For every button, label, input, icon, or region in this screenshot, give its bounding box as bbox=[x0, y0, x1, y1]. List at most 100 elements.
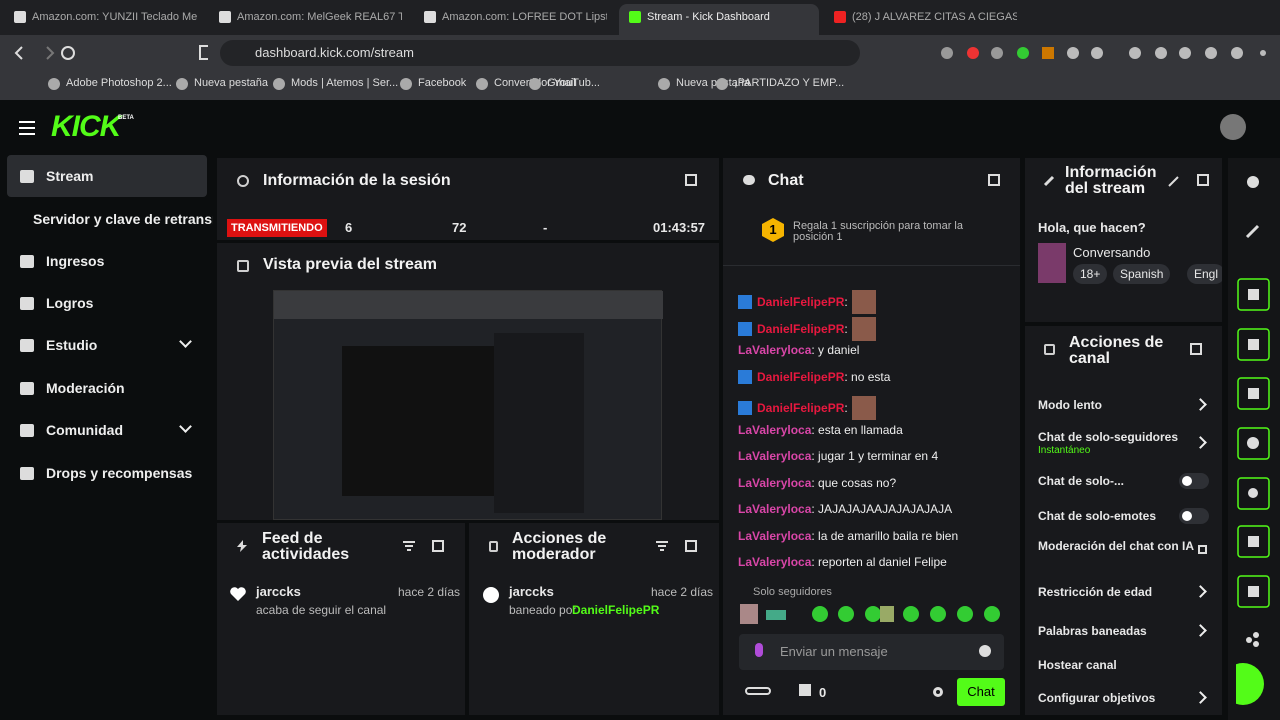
action[interactable]: Restricción de edad bbox=[1038, 585, 1153, 599]
time: hace 2 días bbox=[651, 585, 714, 599]
tag[interactable]: 18+ bbox=[1073, 264, 1108, 284]
chat-message: LaValeryloca: que cosas no? bbox=[738, 476, 896, 490]
address-bar[interactable] bbox=[220, 40, 860, 66]
points-icon bbox=[745, 687, 771, 695]
tab-icon bbox=[629, 11, 641, 23]
action[interactable]: Moderación del chat con IA bbox=[1038, 539, 1195, 553]
icon bbox=[237, 540, 247, 552]
moderator[interactable]: DanielFelipePR bbox=[572, 603, 660, 617]
tag[interactable]: Engl bbox=[1187, 264, 1222, 284]
chat-input[interactable] bbox=[739, 634, 1004, 670]
panel-title: Acciones de moderador bbox=[512, 530, 607, 563]
chat-user[interactable]: DanielFelipePR bbox=[757, 401, 845, 415]
action[interactable]: Modo lento bbox=[1038, 398, 1102, 412]
bookmark[interactable]: Convertidor YouTub... bbox=[494, 77, 600, 89]
bookmark[interactable]: Nueva pestaña bbox=[676, 77, 750, 89]
emote bbox=[851, 396, 876, 420]
action[interactable]: Palabras baneadas bbox=[1038, 624, 1147, 638]
nav-item[interactable]: Logros bbox=[46, 295, 94, 311]
tag[interactable]: Spanish bbox=[1113, 264, 1171, 284]
nav-buttons[interactable] bbox=[8, 42, 208, 64]
chat-message: LaValeryloca: y daniel bbox=[738, 343, 859, 357]
chevron[interactable] bbox=[1194, 585, 1207, 598]
bookmark[interactable]: Adobe Photoshop 2... bbox=[66, 77, 172, 89]
nav-item[interactable]: Moderación bbox=[46, 380, 125, 396]
chat-user[interactable]: LaValeryloca bbox=[738, 422, 812, 437]
user[interactable]: jarccks bbox=[509, 584, 554, 599]
avatar[interactable] bbox=[1220, 114, 1246, 140]
tab[interactable]: Stream - Kick Dashboard bbox=[647, 11, 770, 23]
chat-message: DanielFelipePR: bbox=[738, 316, 876, 341]
logo[interactable]: KICK bbox=[51, 110, 121, 143]
bookmark-icon bbox=[48, 78, 60, 90]
category-thumb bbox=[1038, 243, 1066, 283]
chat-user[interactable]: LaValeryloca bbox=[738, 343, 812, 357]
chat-user[interactable]: DanielFelipePR bbox=[757, 369, 845, 384]
bookmark[interactable]: Facebook bbox=[418, 77, 467, 89]
chevron[interactable] bbox=[1194, 691, 1207, 704]
bookmark-icon bbox=[400, 78, 412, 90]
settings-icon[interactable] bbox=[933, 687, 943, 697]
panel-title: Feed de actividades bbox=[262, 530, 350, 563]
action[interactable]: Chat de solo-... bbox=[1038, 474, 1125, 488]
chat-user[interactable]: DanielFelipePR bbox=[757, 295, 845, 309]
bookmark[interactable]: Gmail bbox=[547, 77, 576, 89]
chat-text: : no esta bbox=[844, 369, 891, 384]
tab-icon bbox=[219, 11, 231, 23]
nav-icon bbox=[20, 297, 34, 310]
external-icon[interactable] bbox=[1198, 545, 1207, 554]
tab[interactable]: Amazon.com: YUNZII Teclado Mecár bbox=[32, 11, 197, 23]
rail-icons bbox=[1236, 176, 1270, 705]
nav-item[interactable]: Estudio bbox=[46, 337, 98, 353]
action[interactable]: Hostear canal bbox=[1038, 658, 1117, 672]
action[interactable]: Chat de solo-seguidores bbox=[1038, 430, 1179, 444]
chat-user[interactable]: LaValeryloca bbox=[738, 502, 812, 516]
nav-icon bbox=[20, 467, 34, 480]
send-button[interactable]: Chat bbox=[957, 678, 1005, 706]
badge bbox=[738, 369, 752, 384]
icon bbox=[237, 175, 249, 187]
chat-mode: Solo seguidores bbox=[753, 586, 832, 598]
badge bbox=[738, 401, 752, 415]
emote bbox=[851, 316, 876, 341]
store-icon bbox=[799, 684, 811, 696]
mic-icon[interactable] bbox=[755, 643, 763, 657]
stat: 72 bbox=[452, 220, 467, 235]
chat-text: : esta en llamada bbox=[811, 422, 903, 437]
stream-info-panel: Información del stream Hola, que hacen? … bbox=[1025, 158, 1222, 322]
tab[interactable]: Amazon.com: LOFREE DOT Lipstick bbox=[442, 11, 607, 23]
emote bbox=[851, 290, 876, 314]
chevron[interactable] bbox=[1194, 398, 1207, 411]
chat-user[interactable]: DanielFelipePR bbox=[757, 321, 845, 336]
nav-item[interactable]: Comunidad bbox=[46, 422, 123, 438]
tab[interactable]: (28) J ALVAREZ CITAS A CIEGAS CON bbox=[852, 11, 1017, 23]
action[interactable]: Chat de solo-emotes bbox=[1038, 509, 1157, 523]
menu-icon[interactable] bbox=[19, 121, 35, 135]
stream-preview[interactable] bbox=[273, 290, 663, 520]
nav-item[interactable]: Drops y recompensas bbox=[46, 465, 193, 481]
bookmark[interactable]: Mods | Atemos | Ser... bbox=[291, 77, 399, 89]
chat-user[interactable]: LaValeryloca bbox=[738, 449, 812, 463]
panel-title: Chat bbox=[768, 172, 804, 189]
chat-user[interactable]: LaValeryloca bbox=[738, 555, 812, 569]
chevron[interactable] bbox=[1194, 436, 1207, 449]
emoji-button[interactable] bbox=[979, 645, 991, 657]
chat-user[interactable]: LaValeryloca bbox=[738, 528, 812, 543]
chat-text: : bbox=[844, 295, 848, 309]
nav-item[interactable]: Stream bbox=[46, 168, 94, 184]
user[interactable]: jarccks bbox=[256, 584, 301, 599]
nav-item[interactable]: Servidor y clave de retransn bbox=[33, 211, 213, 227]
bookmark-icon bbox=[716, 78, 728, 90]
bookmark[interactable]: ¡PARTIDAZO Y EMP... bbox=[734, 77, 845, 89]
category[interactable]: Conversando bbox=[1073, 245, 1151, 260]
nav-icon bbox=[20, 339, 34, 352]
bookmark[interactable]: Nueva pestaña bbox=[194, 77, 268, 89]
tab[interactable]: Amazon.com: MelGeek REAL67 Tecla bbox=[237, 11, 402, 23]
chat-message: DanielFelipePR: bbox=[738, 396, 876, 420]
live-badge: TRANSMITIENDO bbox=[227, 219, 327, 237]
action[interactable]: Configurar objetivos bbox=[1038, 691, 1156, 705]
chat-user[interactable]: LaValeryloca bbox=[738, 475, 812, 490]
chevron[interactable] bbox=[1194, 624, 1207, 637]
nav-item[interactable]: Ingresos bbox=[46, 253, 105, 269]
